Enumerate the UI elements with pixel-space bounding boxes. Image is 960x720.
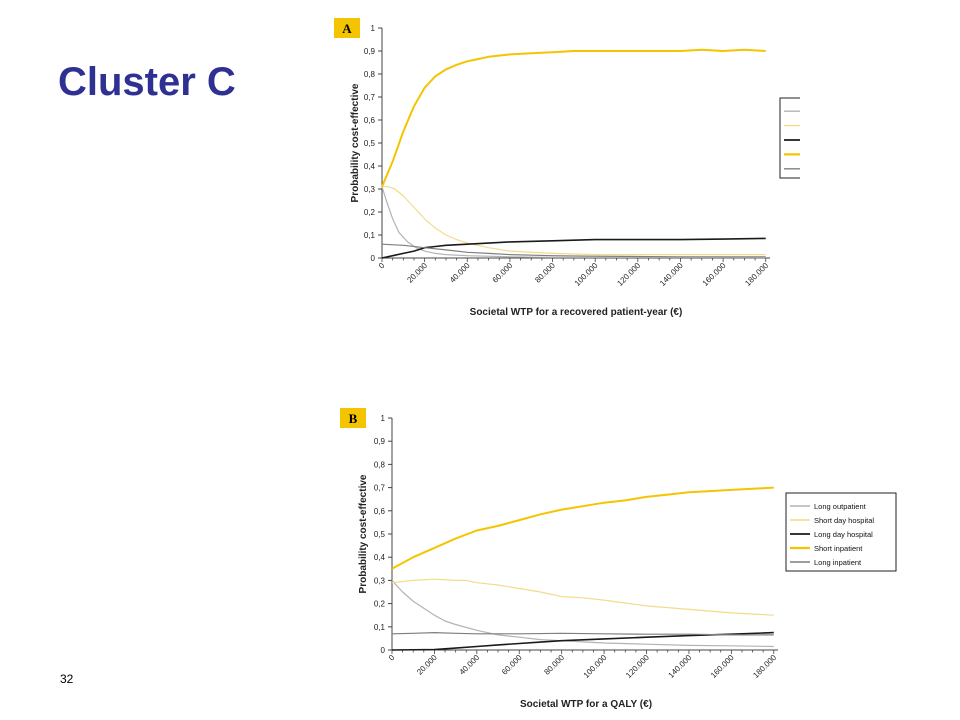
y-tick-label: 0,6 bbox=[364, 116, 376, 125]
x-tick-label: 80.000 bbox=[542, 653, 566, 677]
x-tick-label: 0 bbox=[387, 653, 397, 663]
y-tick-label: 0,7 bbox=[364, 93, 376, 102]
series-line bbox=[391, 578, 774, 616]
y-tick-label: 0,9 bbox=[364, 47, 376, 56]
y-tick-label: 0,5 bbox=[374, 530, 386, 539]
series-line bbox=[381, 48, 766, 188]
x-tick-label: 0 bbox=[377, 261, 387, 271]
chart-b: B Probability cost-effective Societal WT… bbox=[340, 408, 897, 710]
x-tick-label: 180.000 bbox=[743, 261, 770, 288]
series-line bbox=[381, 237, 766, 259]
y-tick-label: 0 bbox=[381, 646, 386, 655]
panel-label: A bbox=[342, 21, 352, 36]
x-tick-label: 180.000 bbox=[751, 653, 778, 680]
legend-label: Long outpatient bbox=[814, 502, 867, 511]
y-tick-label: 0,4 bbox=[364, 162, 376, 171]
x-tick-label: 20.000 bbox=[415, 653, 439, 677]
series-line bbox=[381, 243, 766, 258]
x-tick-label: 40.000 bbox=[448, 261, 472, 285]
y-tick-label: 0,1 bbox=[374, 623, 386, 632]
y-tick-label: 1 bbox=[371, 24, 376, 33]
series-line bbox=[391, 486, 774, 570]
x-tick-label: 60.000 bbox=[500, 653, 524, 677]
legend-label: Long inpatient bbox=[814, 558, 862, 567]
x-tick-label: 160.000 bbox=[709, 653, 736, 680]
legend-box bbox=[779, 97, 800, 179]
x-tick-label: 20.000 bbox=[405, 261, 429, 285]
y-tick-label: 0,8 bbox=[364, 70, 376, 79]
series-line bbox=[382, 186, 766, 256]
x-tick-label: 160.000 bbox=[701, 261, 728, 288]
x-tick-label: 40.000 bbox=[458, 653, 482, 677]
y-tick-label: 0,7 bbox=[374, 484, 386, 493]
series-line bbox=[391, 631, 774, 651]
y-tick-label: 0,3 bbox=[374, 576, 386, 585]
x-axis-label: Societal WTP for a recovered patient-yea… bbox=[470, 307, 683, 318]
series-line bbox=[381, 186, 766, 259]
y-axis-label: Probability cost-effective bbox=[358, 474, 369, 593]
y-tick-label: 1 bbox=[381, 414, 386, 423]
x-tick-label: 80.000 bbox=[533, 261, 557, 285]
legend-label: Long day hospital bbox=[814, 530, 873, 539]
series-line bbox=[391, 579, 774, 648]
panel-label-box bbox=[334, 18, 360, 38]
y-tick-label: 0,3 bbox=[364, 185, 376, 194]
y-axis-label: Probability cost-effective bbox=[350, 83, 361, 202]
x-tick-label: 100.000 bbox=[573, 261, 600, 288]
y-tick-label: 0,2 bbox=[364, 208, 376, 217]
legend-box bbox=[785, 492, 897, 572]
y-tick-label: 0,8 bbox=[374, 460, 386, 469]
y-tick-label: 0,6 bbox=[374, 507, 386, 516]
legend: Long outpatient Short day hospital Long da… bbox=[785, 492, 897, 572]
x-tick-label: 120.000 bbox=[624, 653, 651, 680]
series-lines bbox=[391, 486, 774, 651]
legend-label: Short inpatient bbox=[814, 544, 863, 553]
slide-title: Cluster C bbox=[58, 60, 236, 104]
y-tick-label: 0,5 bbox=[364, 139, 376, 148]
y-tick-label: 0,4 bbox=[374, 553, 386, 562]
y-tick-label: 0 bbox=[371, 254, 376, 263]
chart-a: A Probability cost-effective Societal WT… bbox=[334, 18, 800, 318]
x-tick-label: 100.000 bbox=[582, 653, 609, 680]
y-tick-label: 0,9 bbox=[374, 437, 386, 446]
panel-label: B bbox=[349, 411, 358, 426]
x-tick-label: 60.000 bbox=[491, 261, 515, 285]
series-line bbox=[391, 632, 774, 636]
x-axis-label: Societal WTP for a QALY (€) bbox=[520, 699, 652, 710]
y-tick-label: 0,1 bbox=[364, 231, 376, 240]
page-number: 32 bbox=[60, 672, 74, 686]
y-tick-label: 0,2 bbox=[374, 600, 386, 609]
x-tick-label: 120.000 bbox=[615, 261, 642, 288]
series-lines bbox=[381, 48, 766, 259]
x-tick-label: 140.000 bbox=[667, 653, 694, 680]
x-tick-label: 140.000 bbox=[658, 261, 685, 288]
legend-label: Short day hospital bbox=[814, 516, 874, 525]
panel-label-box bbox=[340, 408, 366, 428]
